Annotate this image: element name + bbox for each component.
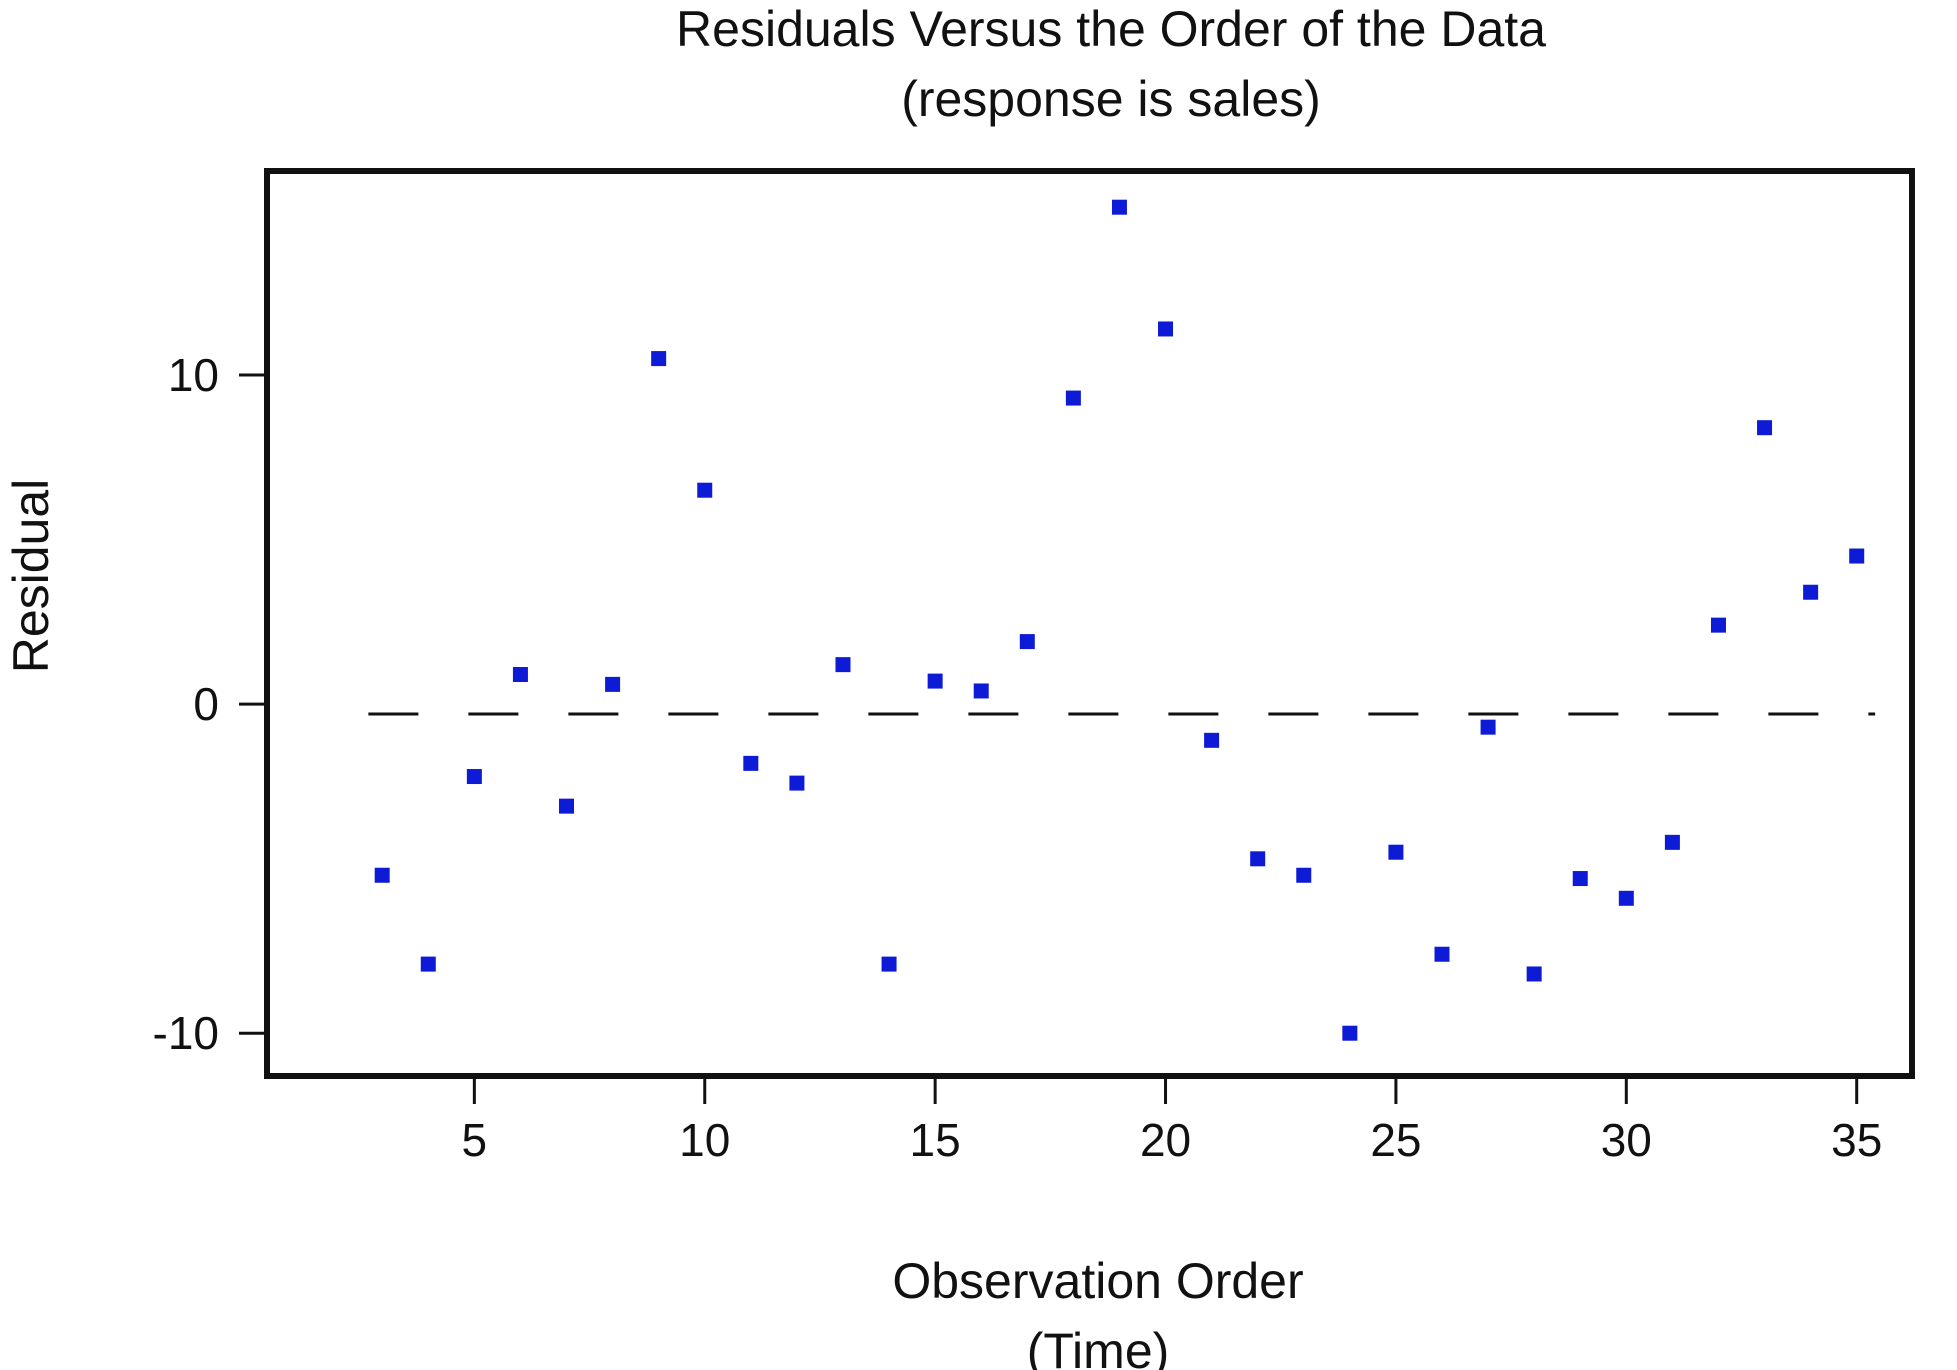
data-point bbox=[1250, 851, 1266, 867]
data-point bbox=[1757, 420, 1773, 436]
x-tick-label: 25 bbox=[1370, 1114, 1421, 1166]
y-tick-label: 0 bbox=[193, 678, 219, 730]
data-point bbox=[1388, 844, 1404, 860]
data-point bbox=[973, 683, 989, 699]
plot-frame bbox=[264, 168, 1915, 1079]
x-tick-label: 15 bbox=[910, 1114, 961, 1166]
data-point bbox=[1158, 321, 1174, 337]
data-point bbox=[1111, 199, 1127, 215]
x-tick-label: 30 bbox=[1601, 1114, 1652, 1166]
data-point bbox=[1480, 719, 1496, 735]
y-tick-label: -10 bbox=[153, 1007, 219, 1059]
data-point bbox=[1572, 871, 1588, 887]
data-point bbox=[881, 956, 897, 972]
axis-ticks-layer: 5 10 15 20 25 30 35 -10 0 10 bbox=[153, 349, 1883, 1166]
data-point bbox=[1204, 732, 1220, 748]
data-point bbox=[1618, 890, 1634, 906]
data-point bbox=[512, 667, 528, 683]
y-axis-label: Residual bbox=[3, 479, 59, 674]
data-point bbox=[743, 755, 759, 771]
x-tick-label: 35 bbox=[1831, 1114, 1882, 1166]
x-tick-label: 5 bbox=[462, 1114, 488, 1166]
data-point bbox=[1434, 946, 1450, 962]
x-tick-label: 20 bbox=[1140, 1114, 1191, 1166]
data-point bbox=[1526, 966, 1542, 982]
data-point bbox=[835, 657, 851, 673]
data-point bbox=[374, 867, 390, 883]
data-point bbox=[420, 956, 436, 972]
chart-subtitle: (response is sales) bbox=[901, 71, 1321, 127]
data-point bbox=[927, 673, 943, 689]
x-tick-label: 10 bbox=[679, 1114, 730, 1166]
data-point bbox=[651, 351, 667, 367]
data-point bbox=[697, 482, 713, 498]
data-point bbox=[1849, 548, 1865, 564]
data-point bbox=[789, 775, 805, 791]
x-axis-label-sub: (Time) bbox=[1027, 1323, 1170, 1370]
chart-title: Residuals Versus the Order of the Data bbox=[676, 1, 1546, 57]
data-point bbox=[605, 676, 621, 692]
data-point bbox=[1296, 867, 1312, 883]
data-point bbox=[1342, 1025, 1358, 1041]
data-point bbox=[1710, 617, 1726, 633]
data-points-layer bbox=[374, 199, 1865, 1041]
data-point bbox=[1019, 634, 1035, 650]
data-point bbox=[466, 769, 482, 785]
x-axis-label: Observation Order bbox=[892, 1253, 1303, 1309]
data-point bbox=[559, 798, 575, 814]
data-point bbox=[1664, 834, 1680, 850]
data-point bbox=[1803, 584, 1819, 600]
data-point bbox=[1065, 390, 1081, 406]
y-tick-label: 10 bbox=[168, 349, 219, 401]
